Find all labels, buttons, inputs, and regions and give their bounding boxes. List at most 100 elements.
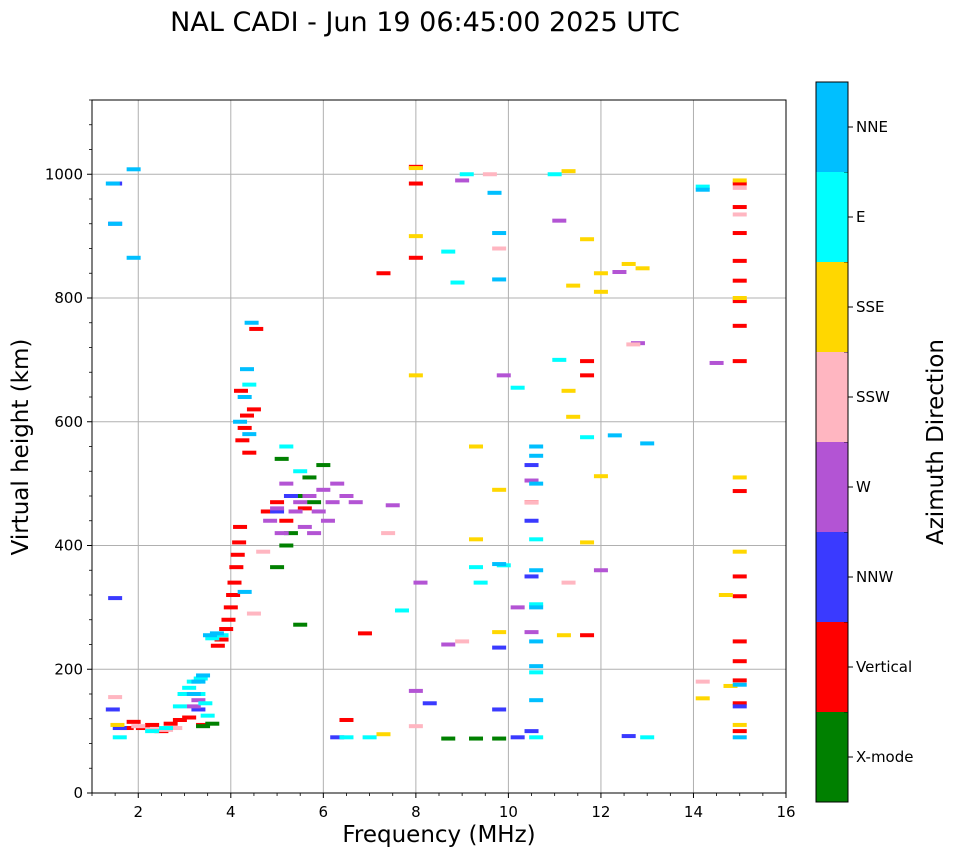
point-w bbox=[524, 630, 539, 635]
point-nne bbox=[105, 181, 120, 186]
point-vertical bbox=[732, 231, 747, 236]
data-points bbox=[105, 164, 747, 741]
point-nne bbox=[186, 692, 201, 696]
y-tick-label: 400 bbox=[54, 537, 83, 555]
point-w bbox=[496, 373, 511, 378]
point-w bbox=[302, 494, 317, 498]
point-nne bbox=[233, 419, 248, 424]
point-x-mode bbox=[441, 736, 456, 741]
point-vertical bbox=[235, 438, 250, 443]
point-vertical bbox=[163, 721, 178, 726]
point-sse bbox=[408, 373, 423, 378]
point-nne bbox=[640, 441, 655, 446]
point-ssw bbox=[732, 212, 747, 217]
point-sse bbox=[469, 444, 484, 449]
point-w bbox=[320, 518, 335, 523]
point-x-mode bbox=[302, 475, 317, 480]
point-sse bbox=[556, 633, 571, 638]
point-x-mode bbox=[307, 500, 322, 505]
point-vertical bbox=[182, 715, 197, 720]
point-vertical bbox=[226, 593, 241, 597]
point-sse bbox=[621, 261, 636, 266]
point-sse bbox=[593, 289, 608, 294]
point-vertical bbox=[732, 258, 747, 263]
point-vertical bbox=[580, 633, 595, 638]
point-ssw bbox=[626, 342, 641, 347]
point-ssw bbox=[256, 549, 271, 554]
point-nne bbox=[242, 432, 257, 437]
point-w bbox=[274, 531, 289, 536]
point-vertical bbox=[732, 205, 747, 210]
point-vertical bbox=[732, 359, 747, 364]
point-w bbox=[413, 580, 428, 585]
point-nnw bbox=[330, 735, 345, 740]
colorbar-segment-sse bbox=[816, 262, 848, 352]
point-nnw bbox=[524, 729, 539, 734]
point-w bbox=[288, 509, 303, 514]
point-vertical bbox=[279, 518, 294, 523]
point-sse bbox=[732, 549, 747, 554]
point-nnw bbox=[191, 707, 206, 712]
x-tick-label: 6 bbox=[319, 803, 329, 821]
point-e bbox=[182, 685, 197, 690]
point-ssw bbox=[561, 580, 576, 585]
point-nne bbox=[529, 664, 544, 669]
point-e bbox=[205, 636, 220, 641]
point-vertical bbox=[297, 506, 312, 511]
point-nne bbox=[492, 562, 507, 567]
point-e bbox=[529, 670, 544, 675]
point-sse bbox=[723, 683, 738, 688]
point-vertical bbox=[732, 278, 747, 283]
point-sse bbox=[376, 732, 391, 737]
point-sse bbox=[695, 696, 710, 701]
point-vertical bbox=[732, 323, 747, 328]
point-nne bbox=[529, 698, 544, 703]
colorbar: X-mode Vertical NNW W SSW SSE E NNE bbox=[815, 81, 913, 803]
point-ssw bbox=[408, 724, 423, 729]
y-tick-label: 600 bbox=[54, 413, 83, 431]
colorbar-tick-label: E bbox=[856, 208, 865, 226]
point-w bbox=[385, 503, 400, 508]
point-vertical bbox=[227, 580, 242, 585]
point-sse bbox=[593, 474, 608, 479]
point-vertical bbox=[230, 552, 245, 557]
point-x-mode bbox=[283, 531, 298, 536]
point-nnw bbox=[524, 574, 539, 579]
point-sse bbox=[732, 722, 747, 727]
point-ssw bbox=[695, 679, 710, 684]
point-sse bbox=[492, 487, 507, 492]
point-x-mode bbox=[205, 721, 220, 726]
point-sse bbox=[732, 296, 747, 300]
point-nnw bbox=[510, 735, 525, 740]
point-sse bbox=[566, 414, 581, 419]
point-x-mode bbox=[316, 463, 331, 468]
point-sse bbox=[561, 169, 576, 174]
point-vertical bbox=[145, 722, 160, 727]
point-vertical bbox=[408, 255, 423, 260]
y-tick-label: 1000 bbox=[45, 165, 83, 183]
point-ssw bbox=[732, 185, 747, 190]
point-sse bbox=[469, 537, 484, 542]
point-ssw bbox=[168, 726, 183, 731]
point-nne bbox=[487, 190, 502, 195]
colorbar-segment-x-mode bbox=[816, 712, 848, 802]
point-nne bbox=[108, 221, 123, 226]
point-e bbox=[293, 469, 308, 474]
point-e bbox=[473, 580, 488, 585]
point-e bbox=[242, 382, 257, 387]
point-w bbox=[270, 506, 285, 511]
point-w bbox=[279, 481, 294, 486]
point-ssw bbox=[108, 695, 123, 700]
point-vertical bbox=[221, 617, 236, 622]
point-nne bbox=[732, 735, 747, 740]
grid-lines bbox=[92, 100, 787, 794]
point-nne bbox=[492, 231, 507, 236]
axis-ticks: 2 4 6 8 10 12 14 16 0 200 400 600 800 1000 bbox=[45, 99, 796, 821]
point-ssw bbox=[482, 172, 497, 177]
point-w bbox=[330, 481, 345, 486]
point-e bbox=[469, 565, 484, 570]
point-w bbox=[455, 178, 470, 183]
point-vertical bbox=[246, 407, 261, 412]
x-tick-label: 8 bbox=[411, 803, 421, 821]
point-nnw bbox=[112, 726, 127, 731]
